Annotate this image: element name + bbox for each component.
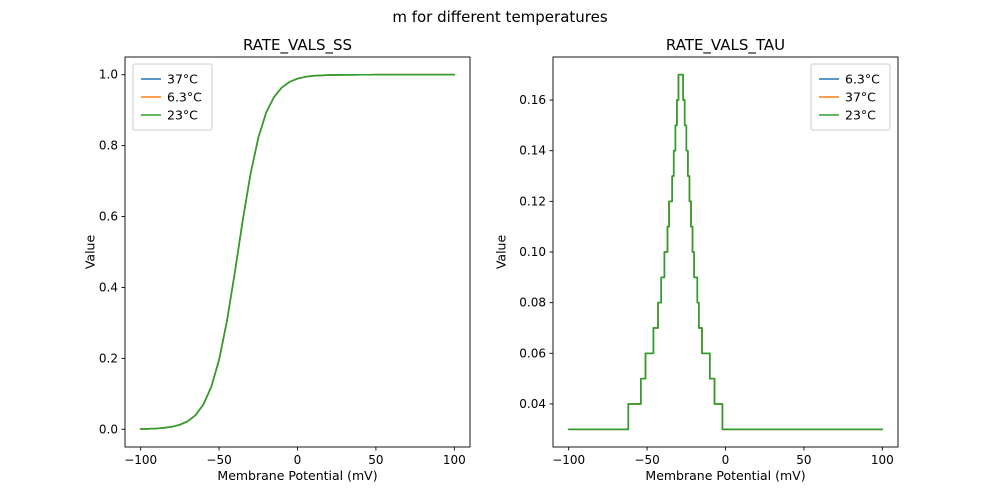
legend-label: 6.3°C xyxy=(845,72,880,87)
y-tick-label: 0.8 xyxy=(99,139,118,153)
legend-label: 37°C xyxy=(845,90,876,105)
left-subplot-title: RATE_VALS_SS xyxy=(242,36,353,54)
x-tick-label: −100 xyxy=(124,453,157,467)
y-tick-label: 0.14 xyxy=(519,144,546,158)
x-tick-label: 50 xyxy=(796,453,811,467)
right-yaxis-label: Value xyxy=(493,234,509,270)
y-tick-label: 0.0 xyxy=(99,422,118,436)
y-tick-label: 0.10 xyxy=(519,245,546,259)
y-tick-label: 0.6 xyxy=(99,210,118,224)
legend-label: 37°C xyxy=(167,72,198,87)
legend-box xyxy=(132,63,213,131)
y-tick-label: 0.04 xyxy=(519,397,546,411)
x-tick-label: −100 xyxy=(552,453,585,467)
x-tick-label: 100 xyxy=(443,453,466,467)
x-tick-label: 0 xyxy=(294,453,302,467)
legend-label: 23°C xyxy=(845,108,876,123)
y-tick-label: 0.16 xyxy=(519,93,546,107)
series-line-23°C xyxy=(139,73,456,430)
x-tick-label: −50 xyxy=(206,453,231,467)
y-tick-label: 0.4 xyxy=(99,280,118,294)
left-xaxis-label: Membrane Potential (mV) xyxy=(217,468,378,483)
x-tick-label: 0 xyxy=(722,453,730,467)
x-tick-label: 100 xyxy=(871,453,894,467)
left-yaxis-label: Value xyxy=(82,234,98,270)
x-tick-label: −50 xyxy=(634,453,659,467)
y-tick-label: 1.0 xyxy=(99,68,118,82)
legend-box xyxy=(810,63,891,131)
y-tick-label: 0.06 xyxy=(519,346,546,360)
y-tick-label: 0.2 xyxy=(99,351,118,365)
legend-label: 23°C xyxy=(167,108,198,123)
x-tick-label: 50 xyxy=(368,453,383,467)
y-tick-label: 0.08 xyxy=(519,296,546,310)
y-tick-label: 0.12 xyxy=(519,194,546,208)
series-line-23°C xyxy=(567,73,884,431)
right-subplot-title: RATE_VALS_TAU xyxy=(665,36,786,54)
legend-label: 6.3°C xyxy=(167,90,202,105)
right-xaxis-label: Membrane Potential (mV) xyxy=(645,468,806,483)
figure-title: m for different temperatures xyxy=(392,8,608,26)
